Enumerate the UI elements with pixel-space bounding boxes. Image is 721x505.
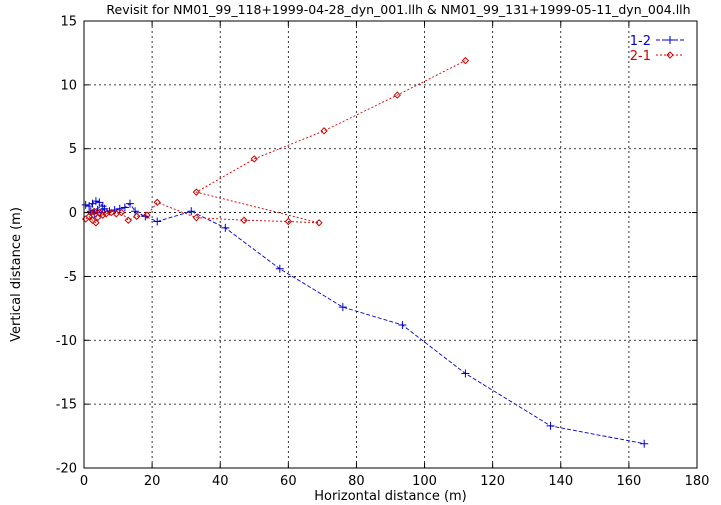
- data-point: [338, 303, 347, 312]
- y-tick-label: -5: [64, 270, 77, 285]
- data-point: [87, 208, 95, 217]
- data-point: [187, 207, 196, 216]
- series-1-2: [81, 197, 649, 448]
- legend: 1-22-1: [630, 34, 684, 64]
- data-point: [99, 211, 107, 219]
- series-2-1: [81, 56, 470, 227]
- chart-title: Revisit for NM01_99_118+1999-04-28_dyn_0…: [106, 2, 690, 17]
- legend-item-1-2: 1-2: [630, 34, 684, 49]
- ticks: 0 20 40 60 80 100 120 140 160 180 -20 -15 -10 -5 0 5 10 1…: [56, 15, 710, 490]
- x-tick-label: 20: [144, 474, 161, 489]
- data-point: [221, 223, 230, 232]
- y-tick-label: 0: [69, 206, 77, 221]
- x-tick-label: 180: [685, 474, 710, 489]
- data-point: [81, 200, 90, 209]
- legend-item-2-1: 2-1: [630, 49, 684, 64]
- data-point: [88, 216, 97, 224]
- x-tick-label: 60: [280, 474, 297, 489]
- series-layer: [81, 56, 649, 448]
- data-point: [120, 203, 129, 212]
- legend-label: 2-1: [630, 49, 651, 64]
- legend-marker: [666, 36, 674, 44]
- x-axis-label: Horizontal distance (m): [314, 489, 467, 504]
- data-point: [125, 199, 134, 208]
- series-line-2-1: [85, 60, 466, 224]
- data-point: [153, 217, 162, 226]
- data-point: [143, 211, 151, 219]
- data-point: [192, 213, 201, 222]
- data-point: [90, 207, 98, 216]
- legend-marker: [666, 51, 674, 59]
- data-point: [320, 127, 328, 135]
- x-tick-label: 160: [616, 474, 641, 489]
- data-point: [240, 216, 248, 224]
- x-tick-label: 80: [348, 474, 365, 489]
- legend-label: 1-2: [630, 34, 651, 49]
- y-axis-label: Vertical distance (m): [9, 207, 24, 342]
- data-point: [95, 198, 104, 207]
- x-tick-label: 40: [212, 474, 229, 489]
- x-tick-label: 120: [480, 474, 505, 489]
- y-tick-label: -20: [56, 462, 77, 477]
- data-point: [107, 208, 115, 217]
- data-point: [153, 198, 161, 207]
- data-point: [546, 421, 555, 430]
- data-point: [133, 212, 141, 221]
- data-point: [117, 208, 126, 217]
- data-point: [250, 155, 258, 163]
- data-point: [131, 207, 140, 216]
- data-point: [640, 439, 649, 448]
- data-point: [93, 213, 102, 222]
- data-point: [92, 219, 100, 227]
- data-point: [192, 188, 201, 196]
- data-point: [461, 369, 470, 378]
- grid: [84, 21, 697, 468]
- data-point: [95, 208, 104, 217]
- y-tick-label: -15: [56, 398, 77, 413]
- y-tick-label: 10: [60, 78, 77, 93]
- y-tick-label: 5: [69, 142, 77, 157]
- y-tick-label: 15: [60, 15, 77, 30]
- x-tick-label: 140: [548, 474, 573, 489]
- data-point: [284, 217, 293, 226]
- y-tick-label: -10: [56, 334, 77, 349]
- data-point: [315, 219, 323, 227]
- data-point: [398, 320, 407, 329]
- x-tick-label: 0: [80, 474, 88, 489]
- data-point: [124, 216, 132, 224]
- data-point: [275, 264, 284, 273]
- data-point: [461, 56, 470, 65]
- data-point: [100, 204, 109, 213]
- data-point: [393, 91, 402, 99]
- data-point: [91, 197, 100, 206]
- x-tick-label: 100: [412, 474, 437, 489]
- plot-frame: [83, 20, 698, 469]
